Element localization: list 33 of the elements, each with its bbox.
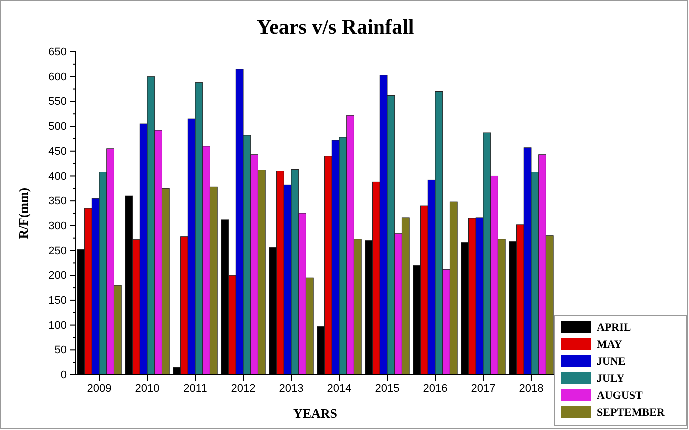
y-tick-label: 350 [48,196,67,208]
y-tick-label: 100 [48,320,67,332]
x-tick-label: 2012 [231,382,256,395]
y-axis-title: R/F(mm) [16,188,31,240]
x-tick-label: 2016 [423,382,448,395]
legend-label: SEPTEMBER [597,407,666,419]
y-tick-label: 0 [60,370,67,382]
y-tick-label: 50 [54,344,67,357]
y-tick-label: 600 [48,71,67,84]
y-tick-label: 300 [48,220,67,232]
y-tick-label: 200 [48,270,67,282]
legend-label: MAY [597,339,622,351]
y-tick-label: 450 [48,146,67,158]
chart-title: Years v/s Rainfall [256,15,414,39]
x-axis-title: YEARS [293,406,338,421]
x-tick-label: 2013 [279,382,304,395]
legend-label: JULY [597,373,625,385]
x-tick-label: 2011 [184,382,208,395]
x-tick-label: 2018 [519,382,544,395]
legend-label: APRIL [597,322,632,334]
y-tick-label: 150 [48,294,67,307]
x-tick-label: 2010 [135,382,160,395]
y-tick-label: 500 [48,121,67,134]
y-tick-label: 400 [48,170,67,183]
legend-label: JUNE [597,356,626,368]
y-tick-label: 250 [48,245,67,258]
y-tick-label: 650 [48,46,67,59]
legend-label: AUGUST [597,390,644,402]
y-tick-label: 550 [48,96,67,108]
x-tick-label: 2015 [375,382,400,395]
x-tick-label: 2014 [327,382,352,395]
x-tick-label: 2009 [87,382,112,395]
x-tick-label: 2017 [471,382,496,395]
